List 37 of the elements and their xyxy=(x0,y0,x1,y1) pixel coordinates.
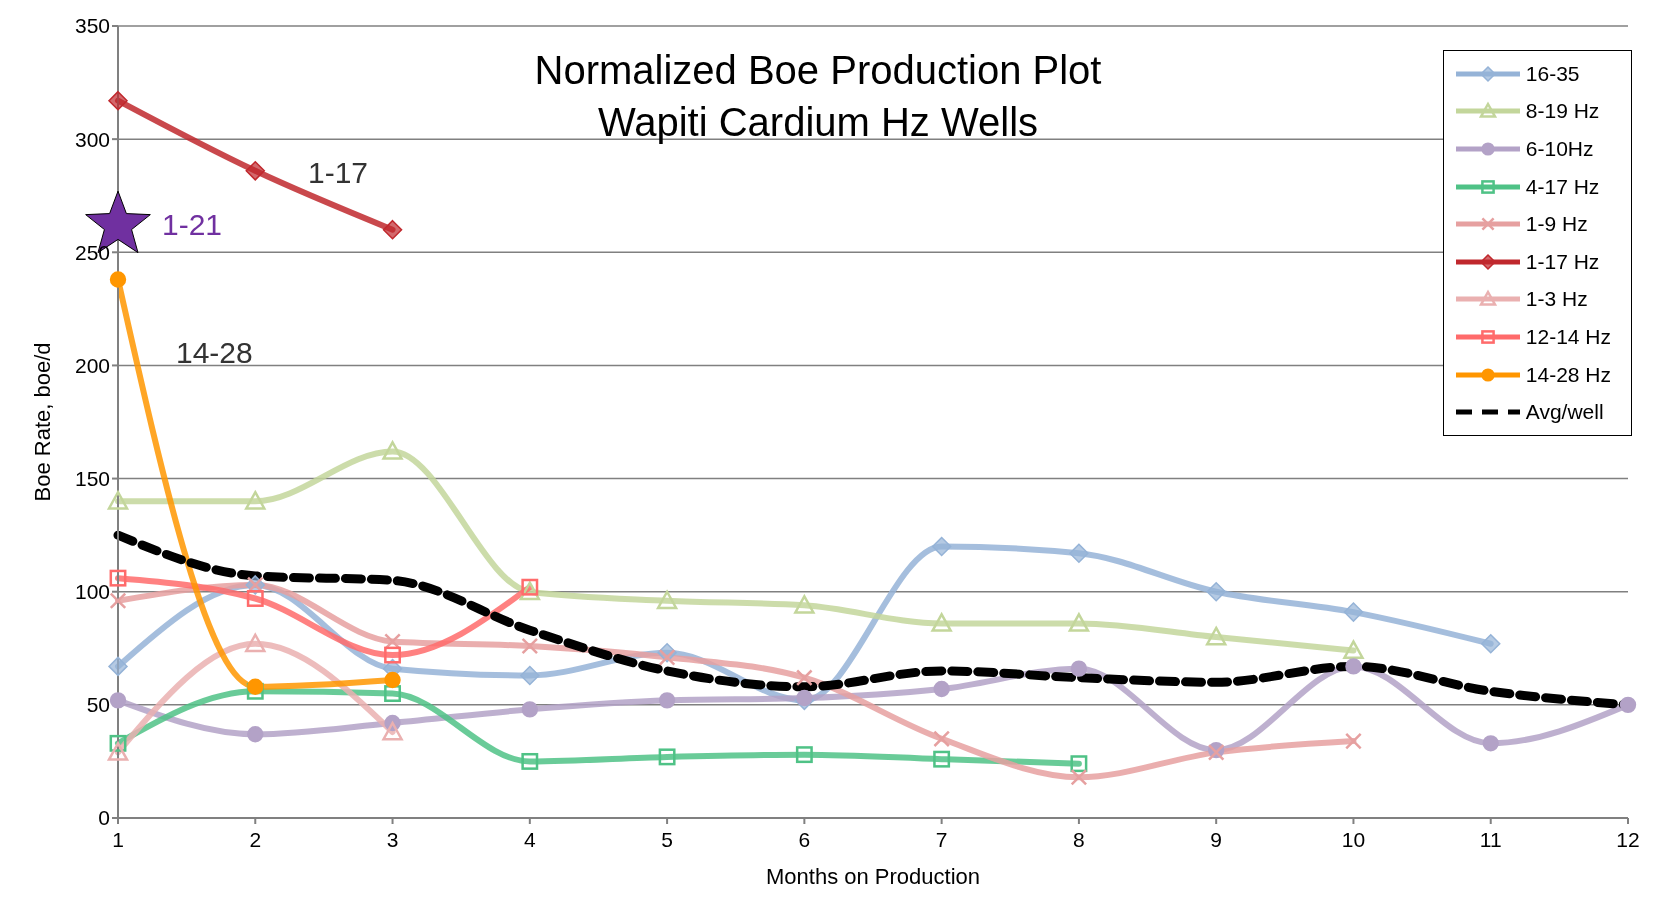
legend-label: 8-19 Hz xyxy=(1525,99,1600,124)
legend-label: Avg/well xyxy=(1525,400,1604,425)
legend-label: 6-10Hz xyxy=(1525,136,1594,161)
x-tick-label: 11 xyxy=(1479,827,1502,851)
legend-label: 1-3 Hz xyxy=(1525,287,1588,312)
text: Normalized Boe Production Plot xyxy=(533,47,1103,94)
y-tick-label: 50 xyxy=(86,693,110,717)
x-tick-label: 6 xyxy=(798,827,811,851)
y-tick-label: 100 xyxy=(74,580,110,604)
series-label: 1-21 xyxy=(162,208,223,242)
y-tick-label: 0 xyxy=(98,806,110,830)
legend-label: 1-17 Hz xyxy=(1525,249,1600,274)
x-tick-label: 8 xyxy=(1073,827,1085,851)
x-axis-title: Months on Production xyxy=(765,864,981,889)
y-tick-label: 150 xyxy=(74,467,110,491)
y-tick-label: 250 xyxy=(74,240,110,264)
annotation: 1-17 xyxy=(308,156,369,190)
x-tick-label: 4 xyxy=(523,827,536,851)
legend-label: 16-35 xyxy=(1525,61,1580,86)
annotation: 14-28 xyxy=(176,336,253,370)
legend-label: 4-17 Hz xyxy=(1525,174,1600,199)
x-tick-label: 9 xyxy=(1210,827,1223,851)
x-tick-label: 7 xyxy=(935,827,948,851)
x-tick-label: 10 xyxy=(1341,827,1366,851)
x-tick-label: 5 xyxy=(661,827,673,851)
x-tick-label: 1 xyxy=(112,827,124,851)
y-tick-label: 300 xyxy=(74,127,110,151)
y-tick-label: 200 xyxy=(74,353,110,377)
x-tick-label: 2 xyxy=(249,827,262,851)
legend-label: 12-14 Hz xyxy=(1525,324,1611,349)
x-tick-label: 3 xyxy=(386,827,399,851)
legend-label: 14-28 Hz xyxy=(1525,362,1611,387)
y-axis-title: Boe Rate, boe/d xyxy=(29,342,55,502)
legend-label: 1-9 Hz xyxy=(1525,212,1588,237)
x-tick-label: 12 xyxy=(1616,827,1640,851)
text: Wapiti Cardium Hz Wells xyxy=(596,99,1040,146)
y-tick-label: 350 xyxy=(74,14,110,38)
